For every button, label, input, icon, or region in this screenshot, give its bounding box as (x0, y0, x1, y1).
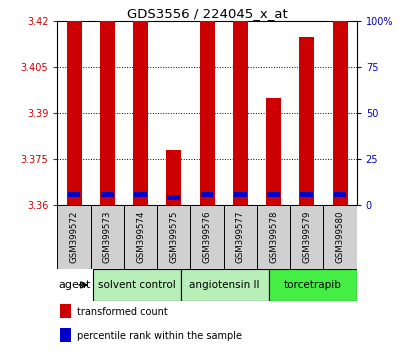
Bar (167, 195, 180, 200)
Bar (223, 205, 256, 269)
Bar (290, 205, 323, 269)
Bar (57, 205, 90, 269)
Text: GSM399578: GSM399578 (268, 210, 277, 263)
Text: angiotensin II: angiotensin II (189, 280, 259, 290)
Bar (299, 36, 314, 205)
Text: GSM399573: GSM399573 (103, 210, 112, 263)
Bar (200, 192, 213, 197)
Bar (157, 205, 190, 269)
Text: GSM399580: GSM399580 (335, 210, 344, 263)
Bar (256, 205, 290, 269)
Bar (99, 21, 115, 205)
Bar (232, 21, 247, 205)
Bar (268, 269, 356, 301)
Text: torcetrapib: torcetrapib (283, 280, 341, 290)
Bar (323, 205, 356, 269)
Bar (300, 192, 312, 197)
Bar (267, 192, 279, 197)
Bar (60, 328, 71, 342)
Bar (265, 98, 280, 205)
Text: GSM399577: GSM399577 (235, 210, 244, 263)
Bar (101, 192, 113, 197)
Bar (92, 269, 180, 301)
Bar (66, 21, 81, 205)
Text: percentile rank within the sample: percentile rank within the sample (76, 331, 241, 341)
Text: GSM399574: GSM399574 (136, 210, 145, 263)
Bar (124, 205, 157, 269)
Bar (333, 192, 346, 197)
Bar (67, 192, 80, 197)
Text: GSM399575: GSM399575 (169, 210, 178, 263)
Bar (90, 205, 124, 269)
Text: agent: agent (59, 280, 91, 290)
Bar (133, 21, 148, 205)
Text: GSM399572: GSM399572 (70, 210, 79, 263)
Bar (60, 304, 71, 318)
Bar (199, 21, 214, 205)
Text: GSM399576: GSM399576 (202, 210, 211, 263)
Bar (234, 192, 246, 197)
Bar (180, 269, 268, 301)
Text: transformed count: transformed count (76, 307, 167, 317)
Bar (332, 21, 347, 205)
Text: GSM399579: GSM399579 (301, 210, 310, 263)
Bar (190, 205, 223, 269)
Bar (134, 192, 146, 197)
Bar (166, 150, 181, 205)
Title: GDS3556 / 224045_x_at: GDS3556 / 224045_x_at (126, 7, 287, 20)
Text: solvent control: solvent control (97, 280, 175, 290)
